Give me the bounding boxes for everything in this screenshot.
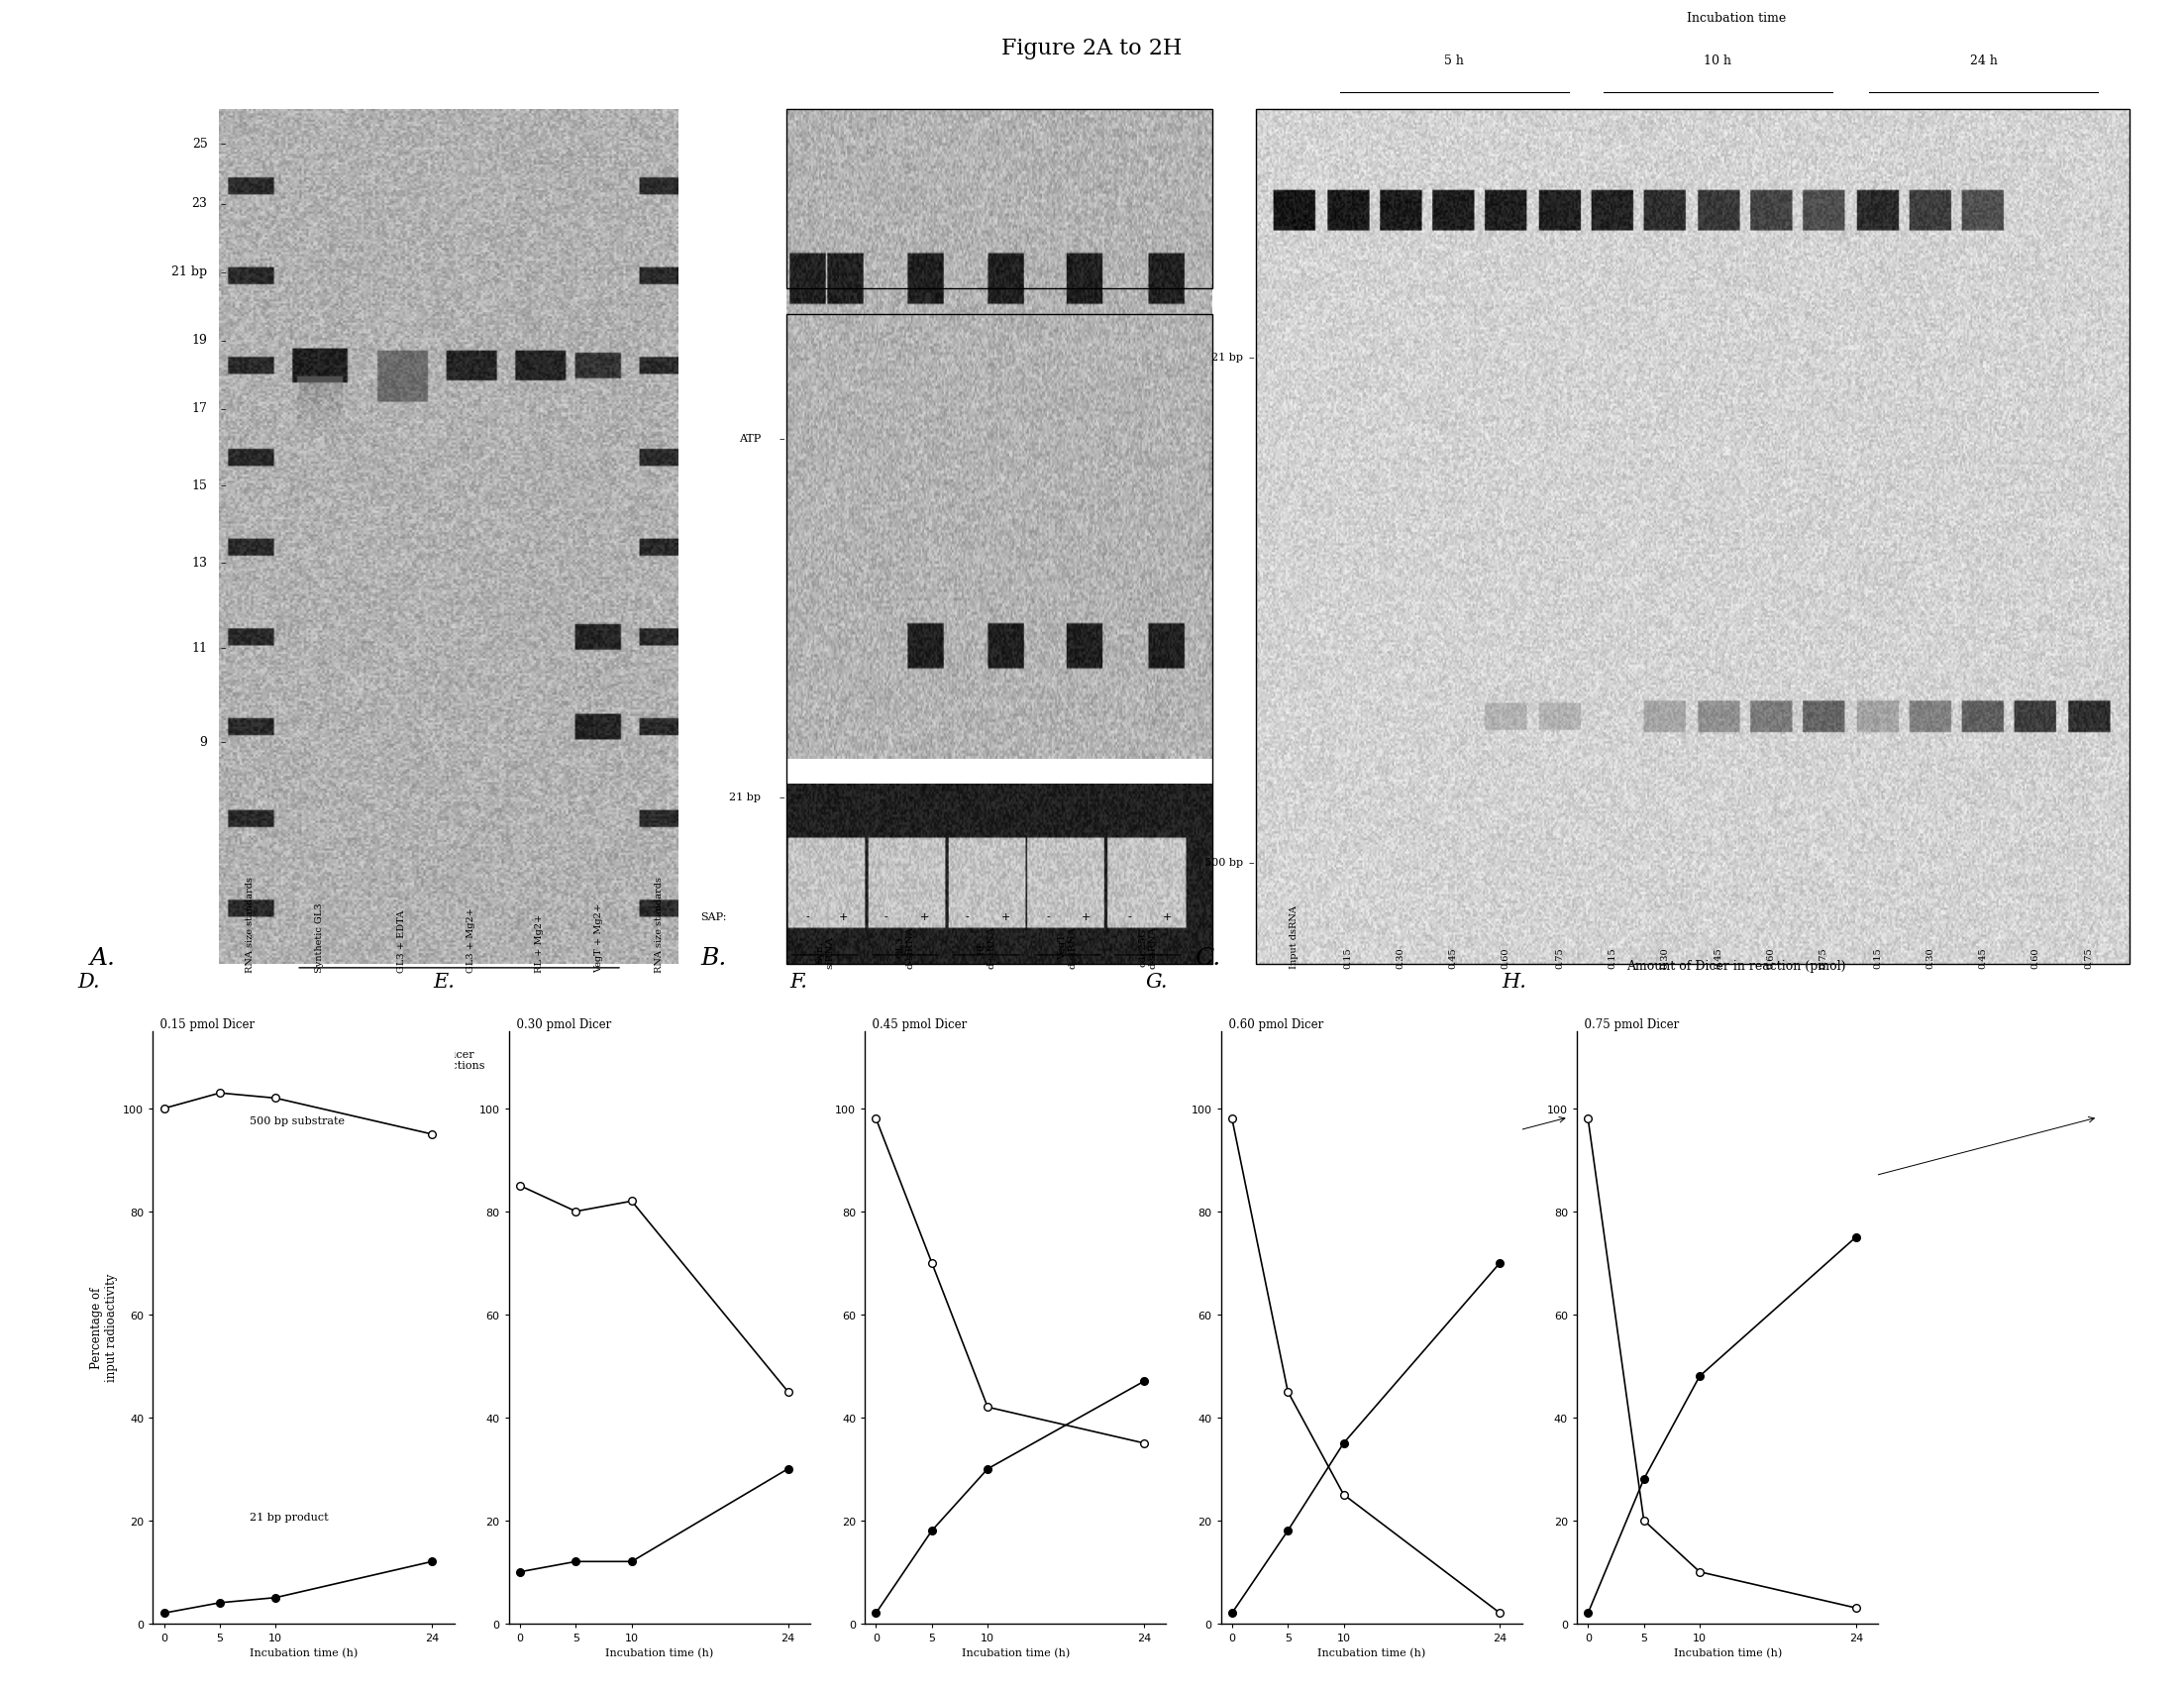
X-axis label: Incubation time (h): Incubation time (h) <box>1317 1647 1426 1657</box>
Text: VegT + Mg2+: VegT + Mg2+ <box>594 903 603 972</box>
Text: 19: 19 <box>192 335 207 347</box>
Text: 0.45: 0.45 <box>1448 947 1457 969</box>
Text: 24 h: 24 h <box>1970 54 1998 68</box>
Text: B.: B. <box>701 947 727 969</box>
Text: 15: 15 <box>192 479 207 492</box>
Text: 23: 23 <box>192 198 207 210</box>
Text: 0.45: 0.45 <box>1714 947 1723 969</box>
X-axis label: Incubation time (h): Incubation time (h) <box>249 1647 358 1657</box>
Text: +: + <box>1000 911 1011 922</box>
Text: SAP:: SAP: <box>701 911 727 922</box>
Text: 0.75 pmol Dicer: 0.75 pmol Dicer <box>1577 1018 1679 1030</box>
Text: –: – <box>221 737 227 747</box>
Text: H.: H. <box>1503 972 1527 991</box>
Text: –: – <box>221 139 227 149</box>
Text: 13: 13 <box>192 556 207 568</box>
Text: 0.15 pmol Dicer: 0.15 pmol Dicer <box>153 1018 256 1030</box>
Text: 0.15: 0.15 <box>1874 947 1883 969</box>
Text: F.: F. <box>791 972 808 991</box>
Text: E.: E. <box>432 972 454 991</box>
Text: Incubation time: Incubation time <box>1686 12 1787 24</box>
Text: 0.30: 0.30 <box>1660 947 1669 969</box>
Text: RNA size standards: RNA size standards <box>247 876 256 972</box>
Text: 0.75: 0.75 <box>2086 947 2094 969</box>
X-axis label: Incubation time (h): Incubation time (h) <box>961 1647 1070 1657</box>
Text: –: – <box>1249 352 1254 362</box>
Text: 0.45 pmol Dicer: 0.45 pmol Dicer <box>865 1018 968 1030</box>
X-axis label: Incubation time (h): Incubation time (h) <box>1673 1647 1782 1657</box>
Text: cdc25C
d-siRNA: cdc25C d-siRNA <box>1138 925 1158 969</box>
Text: 21 bp: 21 bp <box>1210 352 1243 362</box>
Text: RL + Mg2+: RL + Mg2+ <box>535 913 544 972</box>
Text: 0.30 pmol Dicer: 0.30 pmol Dicer <box>509 1018 612 1030</box>
Text: Amount of Dicer in reaction (pmol): Amount of Dicer in reaction (pmol) <box>1627 959 1845 972</box>
Text: Dicer
reactions: Dicer reactions <box>432 1048 485 1070</box>
Bar <box>786 315 1212 964</box>
Text: 11: 11 <box>192 641 207 654</box>
Text: 25: 25 <box>192 137 207 150</box>
Text: 17: 17 <box>192 402 207 416</box>
Text: 0.30: 0.30 <box>1396 947 1404 969</box>
X-axis label: Incubation time (h): Incubation time (h) <box>605 1647 714 1657</box>
Text: Figure 2A to 2H: Figure 2A to 2H <box>1002 37 1182 59</box>
Text: –: – <box>1249 857 1254 867</box>
Text: RL
d-siRNA: RL d-siRNA <box>976 925 996 969</box>
Text: 0.75: 0.75 <box>1819 947 1828 969</box>
Text: -: - <box>1127 911 1131 922</box>
Text: +: + <box>1162 911 1173 922</box>
Text: GL3 + Mg2+: GL3 + Mg2+ <box>465 906 476 972</box>
Text: 0.60: 0.60 <box>1500 947 1509 969</box>
Text: Input dsRNA: Input dsRNA <box>1291 905 1299 969</box>
Text: 0.30: 0.30 <box>1926 947 1935 969</box>
Text: GL3 + EDTA: GL3 + EDTA <box>397 910 406 972</box>
Text: C.: C. <box>1195 947 1221 969</box>
Text: –: – <box>780 433 784 443</box>
Text: D.: D. <box>79 972 100 991</box>
Text: 0.60: 0.60 <box>1767 947 1776 969</box>
Text: +: + <box>839 911 847 922</box>
Y-axis label: Percentage of
input radioactivity: Percentage of input radioactivity <box>90 1273 118 1382</box>
Text: 0.60 pmol Dicer: 0.60 pmol Dicer <box>1221 1018 1324 1030</box>
Text: –: – <box>221 558 227 568</box>
Text: 500 bp substrate: 500 bp substrate <box>249 1116 345 1125</box>
Text: VegT
d-siRNA: VegT d-siRNA <box>1057 925 1077 969</box>
Text: 0.15: 0.15 <box>1343 947 1352 969</box>
Text: 21 bp product: 21 bp product <box>249 1512 328 1522</box>
Text: RNA size standards: RNA size standards <box>655 876 664 972</box>
Text: +: + <box>919 911 930 922</box>
Text: GL3
d-siRNA: GL3 d-siRNA <box>895 925 915 969</box>
Text: –: – <box>221 643 227 653</box>
Text: Syn.
siRNA: Syn. siRNA <box>815 935 834 969</box>
Text: –: – <box>221 200 227 208</box>
Text: -: - <box>885 911 889 922</box>
Text: 5 h: 5 h <box>1444 54 1463 68</box>
Text: 0.15: 0.15 <box>1607 947 1616 969</box>
Text: ATP: ATP <box>738 433 760 443</box>
Text: -: - <box>1046 911 1051 922</box>
Text: G.: G. <box>1144 972 1168 991</box>
Text: 21 bp: 21 bp <box>173 265 207 279</box>
Text: +: + <box>1081 911 1092 922</box>
Text: 0.75: 0.75 <box>1555 947 1564 969</box>
Text: –: – <box>221 480 227 490</box>
Text: 9: 9 <box>199 736 207 749</box>
Text: 10 h: 10 h <box>1704 54 1732 68</box>
Text: -: - <box>806 911 810 922</box>
Text: 500 bp: 500 bp <box>1203 857 1243 867</box>
Text: 0.60: 0.60 <box>2031 947 2040 969</box>
Text: –: – <box>221 267 227 277</box>
Text: –: – <box>780 793 784 802</box>
Text: –: – <box>221 404 227 414</box>
Text: 21 bp: 21 bp <box>729 793 760 802</box>
Text: -: - <box>965 911 970 922</box>
Text: Synthetic GL3: Synthetic GL3 <box>314 903 323 972</box>
Bar <box>786 110 1212 289</box>
Text: A.: A. <box>90 947 116 969</box>
Text: 0.45: 0.45 <box>1979 947 1987 969</box>
Text: –: – <box>221 335 227 345</box>
